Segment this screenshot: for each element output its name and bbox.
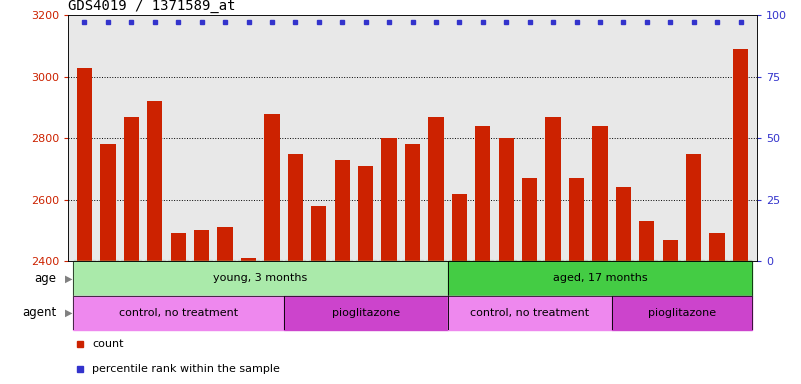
Bar xyxy=(73,261,448,296)
Bar xyxy=(264,114,280,261)
Text: young, 3 months: young, 3 months xyxy=(213,273,308,283)
Text: GDS4019 / 1371589_at: GDS4019 / 1371589_at xyxy=(68,0,235,13)
Bar xyxy=(100,144,115,261)
Text: percentile rank within the sample: percentile rank within the sample xyxy=(92,364,280,374)
Bar xyxy=(569,178,584,261)
Bar xyxy=(448,261,752,296)
Bar xyxy=(662,240,678,261)
Text: age: age xyxy=(34,272,56,285)
Bar xyxy=(448,296,612,330)
Bar xyxy=(194,230,209,261)
Bar xyxy=(686,154,702,261)
Bar xyxy=(522,178,537,261)
Bar xyxy=(405,144,421,261)
Text: ▶: ▶ xyxy=(65,273,72,283)
Bar xyxy=(381,138,396,261)
Text: ▶: ▶ xyxy=(65,308,72,318)
Text: control, no treatment: control, no treatment xyxy=(470,308,590,318)
Bar xyxy=(452,194,467,261)
Bar xyxy=(710,233,725,261)
Bar xyxy=(593,126,608,261)
Text: control, no treatment: control, no treatment xyxy=(119,308,238,318)
Bar xyxy=(612,296,752,330)
Bar xyxy=(123,117,139,261)
Bar xyxy=(616,187,631,261)
Bar xyxy=(73,296,284,330)
Bar xyxy=(77,68,92,261)
Bar xyxy=(147,101,163,261)
Text: agent: agent xyxy=(22,306,56,319)
Bar xyxy=(358,166,373,261)
Bar xyxy=(335,160,350,261)
Bar xyxy=(288,154,303,261)
Bar xyxy=(311,206,327,261)
Text: pioglitazone: pioglitazone xyxy=(648,308,716,318)
Bar xyxy=(284,296,448,330)
Bar xyxy=(733,49,748,261)
Bar xyxy=(241,258,256,261)
Text: aged, 17 months: aged, 17 months xyxy=(553,273,647,283)
Bar xyxy=(217,227,232,261)
Bar xyxy=(639,221,654,261)
Text: count: count xyxy=(92,339,123,349)
Bar xyxy=(498,138,514,261)
Bar xyxy=(545,117,561,261)
Bar xyxy=(475,126,490,261)
Bar xyxy=(429,117,444,261)
Bar xyxy=(171,233,186,261)
Text: pioglitazone: pioglitazone xyxy=(332,308,400,318)
